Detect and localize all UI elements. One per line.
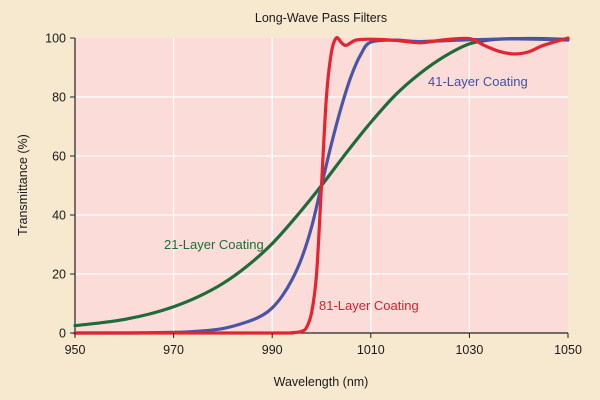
y-tick-label: 100 bbox=[45, 32, 66, 46]
x-axis-ticks: 950 970 990 1010 1030 1050 bbox=[65, 333, 582, 357]
y-axis-title: Transmittance (%) bbox=[16, 134, 30, 236]
series-label-41-layer: 41-Layer Coating bbox=[428, 74, 528, 89]
x-axis-title: Wavelength (nm) bbox=[274, 375, 369, 389]
series-line-81-layer bbox=[73, 36, 570, 335]
series-label-21-layer: 21-Layer Coating bbox=[164, 237, 264, 252]
x-tick-label: 1030 bbox=[455, 343, 483, 357]
series-label-81-layer: 81-Layer Coating bbox=[319, 298, 419, 313]
y-axis-ticks: 0 20 40 60 80 100 bbox=[45, 32, 75, 341]
y-tick-label: 60 bbox=[52, 150, 66, 164]
x-tick-label: 990 bbox=[262, 343, 283, 357]
chart-title: Long-Wave Pass Filters bbox=[255, 11, 387, 25]
x-tick-label: 970 bbox=[163, 343, 184, 357]
y-tick-label: 40 bbox=[52, 209, 66, 223]
y-tick-label: 80 bbox=[52, 91, 66, 105]
x-tick-label: 1010 bbox=[357, 343, 385, 357]
y-tick-label: 20 bbox=[52, 268, 66, 282]
x-tick-label: 1050 bbox=[554, 343, 582, 357]
x-tick-label: 950 bbox=[65, 343, 86, 357]
y-tick-label: 0 bbox=[59, 327, 66, 341]
series-lines bbox=[73, 36, 570, 335]
